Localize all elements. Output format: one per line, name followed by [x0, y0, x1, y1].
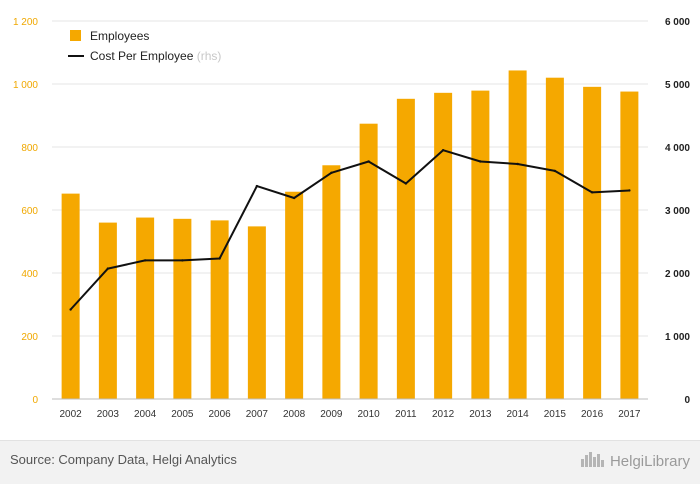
point-cost-per-employee-2006 — [218, 257, 221, 260]
x-tick-label: 2003 — [97, 409, 120, 420]
x-tick-label: 2009 — [320, 409, 343, 420]
y-left-tick-label: 400 — [21, 269, 38, 280]
line-cost-per-employee — [69, 149, 630, 311]
x-tick-label: 2017 — [618, 409, 641, 420]
bar-employees-2010 — [359, 123, 378, 399]
point-cost-per-employee-2005 — [181, 259, 184, 262]
bar-employees-2002 — [61, 193, 80, 399]
point-cost-per-employee-2012 — [441, 148, 445, 152]
point-cost-per-employee-2016 — [590, 191, 594, 194]
point-cost-per-employee-2003 — [106, 267, 110, 270]
point-cost-per-employee-2007 — [255, 184, 259, 188]
bar-employees-2014 — [508, 70, 527, 399]
y-right-tick-label: 5 000 — [665, 80, 690, 91]
axes: 0 200 400 600 800 1 000 1 200 0 1 000 2 000 3 000 4… — [13, 17, 690, 420]
x-tick-label: 2007 — [246, 409, 269, 420]
y-right-tick-label: 2 000 — [665, 269, 690, 280]
x-tick-label: 2011 — [395, 409, 417, 420]
x-tick-label: 2014 — [507, 409, 530, 420]
y-left-tick-label: 1 000 — [13, 80, 38, 91]
point-cost-per-employee-2015 — [553, 169, 557, 173]
x-tick-label: 2012 — [432, 409, 455, 420]
city-skyline-icon — [580, 450, 606, 472]
chart: 0 200 400 600 800 1 000 1 200 0 1 000 2 000 3 000 4… — [13, 17, 690, 420]
x-tick-label: 2002 — [60, 409, 83, 420]
point-cost-per-employee-2002 — [69, 308, 72, 311]
y-left-tick-label: 800 — [21, 143, 38, 154]
bar-series — [61, 70, 639, 400]
bar-employees-2003 — [98, 222, 117, 399]
bar-employees-2015 — [545, 77, 564, 399]
bar-employees-2016 — [583, 86, 602, 400]
bar-employees-2008 — [285, 191, 304, 399]
legend-label-employees: Employees — [90, 29, 149, 43]
legend-name: Cost Per Employee — [90, 49, 194, 63]
bar-employees-2012 — [434, 92, 453, 399]
point-cost-per-employee-2013 — [479, 160, 482, 163]
bar-employees-2013 — [471, 90, 490, 400]
x-tick-label: 2006 — [209, 409, 232, 420]
y-left-tick-label: 1 200 — [13, 17, 38, 28]
bar-employees-2004 — [136, 217, 155, 399]
x-tick-label: 2013 — [469, 409, 492, 420]
point-cost-per-employee-2017 — [628, 189, 631, 192]
bar-employees-2011 — [396, 98, 415, 400]
point-cost-per-employee-2014 — [516, 162, 519, 166]
point-cost-per-employee-2010 — [367, 160, 370, 163]
y-right-tick-label: 1 000 — [665, 332, 690, 343]
bar-employees-2005 — [173, 218, 192, 399]
source-text: Source: Company Data, Helgi Analytics — [10, 452, 237, 467]
y-right-tick-label: 4 000 — [665, 143, 690, 154]
line-series — [69, 148, 631, 311]
point-cost-per-employee-2009 — [330, 171, 333, 175]
legend-suffix: (rhs) — [197, 49, 222, 63]
bar-employees-2007 — [247, 226, 266, 399]
x-tick-label: 2015 — [544, 409, 567, 420]
legend: Employees Cost Per Employee (rhs) — [68, 29, 221, 63]
brand-logo[interactable]: HelgiLibrary — [580, 450, 690, 472]
point-cost-per-employee-2011 — [404, 182, 408, 185]
bar-employees-2009 — [322, 165, 341, 399]
bar-employees-2006 — [210, 220, 229, 399]
x-tick-label: 2005 — [171, 409, 194, 420]
y-right-tick-label: 6 000 — [665, 17, 690, 28]
point-cost-per-employee-2004 — [143, 259, 147, 262]
brand-name: HelgiLibrary — [609, 452, 690, 470]
x-tick-label: 2004 — [134, 409, 157, 420]
y-left-tick-label: 0 — [32, 395, 38, 406]
legend-swatch-employees — [70, 30, 81, 41]
x-tick-label: 2010 — [358, 409, 381, 420]
bar-employees-2017 — [620, 91, 639, 399]
y-right-tick-label: 0 — [684, 395, 690, 406]
y-left-tick-label: 600 — [21, 206, 38, 217]
point-cost-per-employee-2008 — [292, 196, 296, 200]
footer: Source: Company Data, Helgi Analytics He… — [0, 440, 700, 484]
y-left-tick-label: 200 — [21, 332, 38, 343]
legend-label-cost-per-employee: Cost Per Employee (rhs) — [90, 49, 221, 63]
x-tick-label: 2008 — [283, 409, 306, 420]
x-tick-label: 2016 — [581, 409, 604, 420]
y-right-tick-label: 3 000 — [665, 206, 690, 217]
